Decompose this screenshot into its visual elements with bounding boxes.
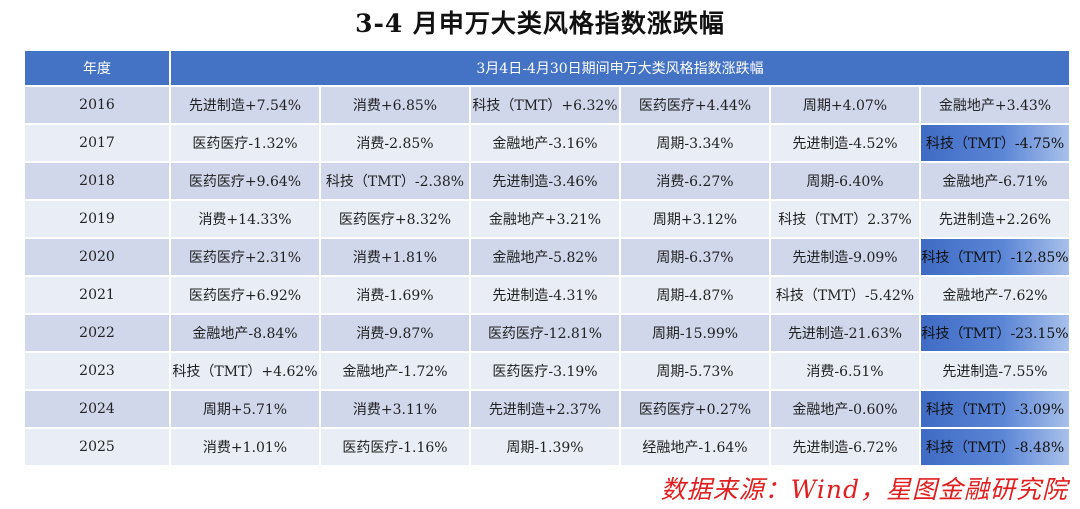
table-row: 2023 科技（TMT）+4.62% 金融地产-1.72% 医药医疗-3.19% 周期-… (25, 352, 1072, 391)
index-change-cell: 消费-1.69% (320, 276, 471, 315)
index-change-cell: 消费-6.27% (620, 162, 771, 201)
index-change-cell: 医药医疗-12.81% (470, 314, 621, 353)
index-change-cell: 医药医疗+6.92% (170, 276, 321, 315)
table-row: 2022 金融地产-8.84% 消费-9.87% 医药医疗-12.81% 周期-15.9… (25, 314, 1072, 353)
index-change-cell: 先进制造+2.26% (920, 200, 1072, 239)
index-change-cell: 科技（TMT）2.37% (770, 200, 921, 239)
index-change-cell: 科技（TMT）-3.09% (920, 390, 1072, 429)
index-change-cell: 医药医疗+8.32% (320, 200, 471, 239)
index-change-cell: 医药医疗-3.19% (470, 352, 621, 391)
table-header-row: 年度 3月4日-4月30日期间申万大类风格指数涨跌幅 (25, 51, 1072, 87)
index-change-cell: 科技（TMT）-2.38% (320, 162, 471, 201)
year-cell: 2025 (25, 428, 171, 467)
index-change-cell: 消费+1.81% (320, 238, 471, 277)
index-change-cell: 金融地产-6.71% (920, 162, 1072, 201)
table-body: 2016 先进制造+7.54% 消费+6.85% 科技（TMT）+6.32% 医药医疗+… (25, 86, 1072, 467)
index-change-cell: 科技（TMT）-8.48% (920, 428, 1072, 467)
table-row: 2018 医药医疗+9.64% 科技（TMT）-2.38% 先进制造-3.46% 消费-… (25, 162, 1072, 201)
page-title: 3-4 月申万大类风格指数涨跌幅 (355, 9, 725, 38)
table-row: 2024 周期+5.71% 消费+3.11% 先进制造+2.37% 医药医疗+0.27%… (25, 390, 1072, 429)
index-change-cell: 消费-2.85% (320, 124, 471, 163)
index-change-cell: 先进制造-21.63% (770, 314, 921, 353)
index-change-cell: 医药医疗-1.32% (170, 124, 321, 163)
index-change-cell: 金融地产-0.60% (770, 390, 921, 429)
index-change-cell: 周期-5.73% (620, 352, 771, 391)
year-cell: 2019 (25, 200, 171, 239)
index-change-cell: 科技（TMT）+6.32% (470, 86, 621, 125)
index-change-cell: 周期-1.39% (470, 428, 621, 467)
table-row: 2020 医药医疗+2.31% 消费+1.81% 金融地产-5.82% 周期-6.37%… (25, 238, 1072, 277)
index-change-cell: 科技（TMT）-4.75% (920, 124, 1072, 163)
year-column-header: 年度 (25, 51, 171, 87)
index-change-cell: 消费+14.33% (170, 200, 321, 239)
index-change-cell: 消费+1.01% (170, 428, 321, 467)
index-change-cell: 先进制造-3.46% (470, 162, 621, 201)
index-change-cell: 科技（TMT）-12.85% (920, 238, 1072, 277)
index-change-cell: 金融地产-5.82% (470, 238, 621, 277)
index-change-cell: 周期-15.99% (620, 314, 771, 353)
year-cell: 2017 (25, 124, 171, 163)
index-change-cell: 医药医疗+2.31% (170, 238, 321, 277)
index-change-cell: 金融地产-1.72% (320, 352, 471, 391)
index-change-cell: 先进制造-9.09% (770, 238, 921, 277)
index-change-cell: 经融地产-1.64% (620, 428, 771, 467)
index-change-cell: 消费-6.51% (770, 352, 921, 391)
index-change-cell: 周期+4.07% (770, 86, 921, 125)
table-row: 2019 消费+14.33% 医药医疗+8.32% 金融地产+3.21% 周期+3.12… (25, 200, 1072, 239)
index-change-cell: 先进制造+7.54% (170, 86, 321, 125)
year-cell: 2024 (25, 390, 171, 429)
index-change-cell: 消费-9.87% (320, 314, 471, 353)
index-change-cell: 消费+6.85% (320, 86, 471, 125)
table-row: 2025 消费+1.01% 医药医疗-1.16% 周期-1.39% 经融地产-1.64%… (25, 428, 1072, 467)
index-change-cell: 周期+5.71% (170, 390, 321, 429)
index-change-cell: 先进制造-4.31% (470, 276, 621, 315)
index-change-cell: 先进制造-7.55% (920, 352, 1072, 391)
index-change-cell: 金融地产+3.43% (920, 86, 1072, 125)
table-row: 2017 医药医疗-1.32% 消费-2.85% 金融地产-3.16% 周期-3.34%… (25, 124, 1072, 163)
index-change-cell: 科技（TMT）-5.42% (770, 276, 921, 315)
year-cell: 2018 (25, 162, 171, 201)
table-row: 2021 医药医疗+6.92% 消费-1.69% 先进制造-4.31% 周期-4.87%… (25, 276, 1072, 315)
year-cell: 2022 (25, 314, 171, 353)
index-change-cell: 周期-4.87% (620, 276, 771, 315)
index-change-cell: 周期-3.34% (620, 124, 771, 163)
index-change-cell: 科技（TMT）+4.62% (170, 352, 321, 391)
index-change-cell: 科技（TMT）-23.15% (920, 314, 1072, 353)
index-change-cell: 医药医疗+4.44% (620, 86, 771, 125)
index-change-cell: 医药医疗-1.16% (320, 428, 471, 467)
index-change-cell: 金融地产-7.62% (920, 276, 1072, 315)
index-change-cell: 先进制造+2.37% (470, 390, 621, 429)
style-index-table: 年度 3月4日-4月30日期间申万大类风格指数涨跌幅 2016 先进制造+7.54… (25, 51, 1072, 467)
index-change-cell: 周期+3.12% (620, 200, 771, 239)
index-change-cell: 先进制造-4.52% (770, 124, 921, 163)
period-column-header: 3月4日-4月30日期间申万大类风格指数涨跌幅 (170, 51, 1072, 87)
data-source-note: 数据来源：Wind，星图金融研究院 (660, 475, 1068, 504)
index-change-cell: 医药医疗+0.27% (620, 390, 771, 429)
year-cell: 2023 (25, 352, 171, 391)
year-cell: 2021 (25, 276, 171, 315)
index-change-cell: 周期-6.40% (770, 162, 921, 201)
year-cell: 2016 (25, 86, 171, 125)
index-change-cell: 周期-6.37% (620, 238, 771, 277)
index-change-cell: 医药医疗+9.64% (170, 162, 321, 201)
table-row: 2016 先进制造+7.54% 消费+6.85% 科技（TMT）+6.32% 医药医疗+… (25, 86, 1072, 125)
index-change-cell: 消费+3.11% (320, 390, 471, 429)
index-change-cell: 先进制造-6.72% (770, 428, 921, 467)
index-change-cell: 金融地产-8.84% (170, 314, 321, 353)
year-cell: 2020 (25, 238, 171, 277)
index-change-cell: 金融地产-3.16% (470, 124, 621, 163)
index-change-cell: 金融地产+3.21% (470, 200, 621, 239)
